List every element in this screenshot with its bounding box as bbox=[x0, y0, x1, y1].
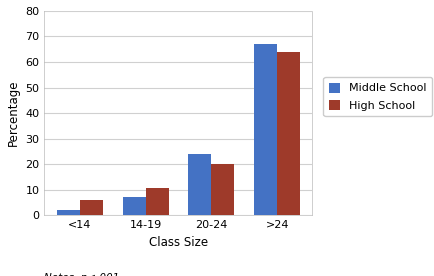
Bar bbox=[122, 197, 145, 215]
Bar bbox=[211, 164, 234, 215]
Bar bbox=[188, 154, 211, 215]
Bar bbox=[145, 189, 168, 215]
Bar bbox=[80, 200, 103, 215]
Legend: Middle School, High School: Middle School, High School bbox=[323, 77, 432, 116]
Y-axis label: Percentage: Percentage bbox=[7, 80, 20, 146]
Bar bbox=[57, 210, 80, 215]
Text: Notes: p<.001: Notes: p<.001 bbox=[45, 273, 120, 276]
Bar bbox=[254, 44, 277, 215]
X-axis label: Class Size: Class Size bbox=[149, 236, 208, 249]
Bar bbox=[277, 52, 300, 215]
